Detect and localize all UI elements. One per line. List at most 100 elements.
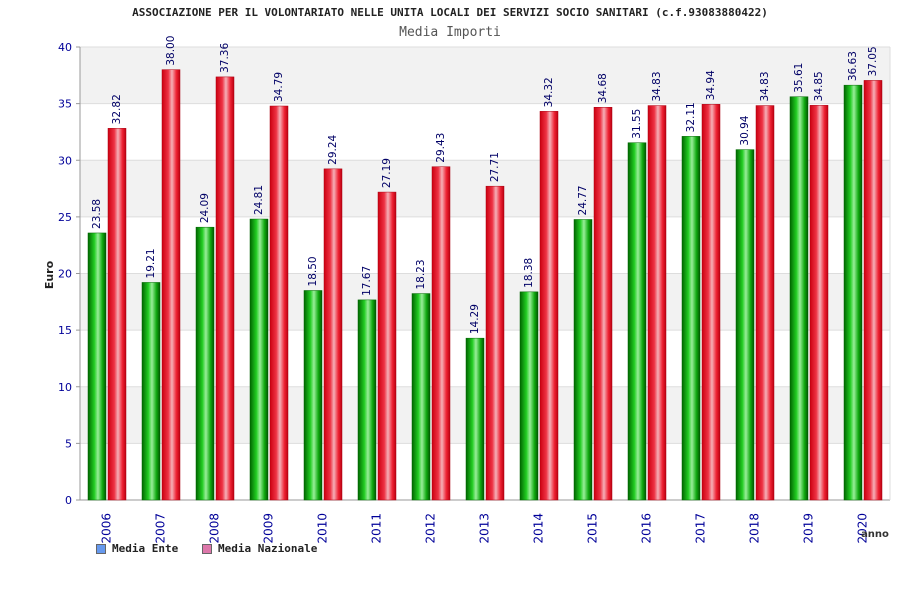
- bar-media-nazionale: [269, 105, 289, 501]
- data-label-media-ente: 24.77: [577, 185, 589, 215]
- bar-media-nazionale: [485, 185, 505, 501]
- data-label-media-ente: 24.81: [253, 185, 265, 215]
- x-tick-label: 2014: [532, 513, 546, 544]
- x-tick-label: 2016: [640, 513, 654, 544]
- x-tick-label: 2015: [586, 513, 600, 544]
- legend-swatch-media-ente: [96, 543, 106, 554]
- bar-media-nazionale: [755, 105, 775, 501]
- x-axis-label: anno: [861, 529, 889, 540]
- data-label-media-nazionale: 34.68: [597, 73, 609, 103]
- x-tick-label: 2006: [100, 513, 114, 544]
- grid-lines: [80, 46, 890, 501]
- plot-band: [80, 160, 890, 217]
- data-label-media-ente: 19.21: [145, 248, 157, 278]
- y-tick-label: 5: [65, 437, 72, 450]
- data-label-media-ente: 23.58: [91, 199, 103, 229]
- data-label-media-ente: 36.63: [847, 51, 859, 81]
- y-tick-label: 20: [58, 268, 72, 281]
- data-label-media-nazionale: 29.43: [435, 133, 447, 163]
- bar-media-ente: [789, 96, 809, 501]
- data-label-media-ente: 32.11: [685, 102, 697, 132]
- data-label-media-ente: 17.67: [361, 266, 373, 296]
- x-tick-label: 2007: [154, 513, 168, 544]
- x-tick-label: 2008: [208, 513, 222, 544]
- bar-media-ente: [195, 226, 215, 501]
- data-label-media-ente: 30.94: [739, 115, 751, 145]
- data-label-media-nazionale: 34.85: [813, 71, 825, 101]
- bar-media-nazionale: [323, 168, 343, 501]
- data-label-media-nazionale: 29.24: [327, 134, 339, 164]
- bar-media-ente: [519, 291, 539, 501]
- data-label-media-ente: 14.29: [469, 304, 481, 334]
- bar-media-nazionale: [161, 69, 181, 501]
- data-label-media-nazionale: 34.32: [543, 77, 555, 107]
- bar-media-nazionale: [863, 80, 883, 501]
- x-tick-label: 2012: [424, 513, 438, 544]
- plot-band: [80, 216, 890, 274]
- plot-band: [80, 330, 890, 387]
- plot-background: [80, 47, 890, 500]
- bar-media-nazionale: [593, 106, 613, 501]
- data-label-media-ente: 35.61: [793, 63, 805, 93]
- data-label-media-nazionale: 32.82: [111, 94, 123, 124]
- data-label-media-ente: 18.50: [307, 256, 319, 286]
- y-tick-label: 10: [58, 381, 72, 394]
- legend-label-media-nazionale: Media Nazionale: [218, 542, 318, 555]
- x-tick-label: 2019: [802, 513, 816, 544]
- y-tick-label: 40: [58, 41, 72, 54]
- bar-media-ente: [141, 282, 161, 501]
- data-labels: 23.58 32.82 19.21 38.00 24.09 37.36 24.81 34.79…: [91, 36, 879, 335]
- bar-media-nazionale: [809, 105, 829, 501]
- bar-media-nazionale: [647, 105, 667, 501]
- plot-band: [80, 103, 890, 161]
- bar-media-ente: [411, 293, 431, 501]
- legend-item-media-ente: Media Ente: [96, 542, 178, 555]
- bar-media-nazionale: [107, 128, 127, 501]
- x-tick-label: 2011: [370, 513, 384, 544]
- bar-media-nazionale: [215, 76, 235, 501]
- plot-band: [80, 386, 890, 444]
- bar-media-ente: [843, 84, 863, 501]
- bar-media-ente: [87, 232, 107, 501]
- x-tick-label: 2018: [748, 513, 762, 544]
- data-label-media-ente: 18.23: [415, 259, 427, 289]
- bar-media-ente: [303, 290, 323, 501]
- bar-media-ente: [627, 142, 647, 501]
- bar-media-nazionale: [701, 104, 721, 501]
- y-tick-label: 0: [65, 494, 72, 507]
- data-label-media-nazionale: 27.71: [489, 152, 501, 182]
- bar-media-ente: [573, 219, 593, 501]
- data-label-media-nazionale: 37.36: [219, 43, 231, 73]
- y-tick-label: 30: [58, 154, 72, 167]
- y-tick-label: 15: [58, 324, 72, 337]
- axes: 0 5 10 15 20 25 30 35 40 2006 2007 2008 2009 2010 2011…: [58, 41, 891, 544]
- bars: [87, 69, 883, 501]
- data-label-media-ente: 31.55: [631, 109, 643, 139]
- data-label-media-nazionale: 34.94: [705, 70, 717, 100]
- x-tick-label: 2010: [316, 513, 330, 544]
- data-label-media-nazionale: 34.83: [759, 71, 771, 101]
- x-tick-label: 2017: [694, 513, 708, 544]
- plot-band: [80, 273, 890, 331]
- data-label-media-nazionale: 38.00: [165, 36, 177, 66]
- legend-item-media-nazionale: Media Nazionale: [202, 542, 317, 555]
- legend-label-media-ente: Media Ente: [112, 542, 179, 555]
- bar-media-ente: [357, 299, 377, 501]
- chart-title: ASSOCIAZIONE PER IL VOLONTARIATO NELLE U…: [132, 6, 768, 19]
- chart-subtitle: Media Importi: [399, 25, 501, 40]
- bar-media-ente: [465, 337, 485, 501]
- y-tick-label: 25: [58, 211, 72, 224]
- data-label-media-ente: 24.09: [199, 193, 211, 223]
- data-label-media-ente: 18.38: [523, 258, 535, 288]
- bar-media-ente: [681, 136, 701, 501]
- plot-band: [80, 443, 890, 500]
- data-label-media-nazionale: 37.05: [867, 46, 879, 76]
- data-label-media-nazionale: 27.19: [381, 158, 393, 188]
- bar-media-ente: [735, 149, 755, 501]
- y-axis-label: Euro: [43, 260, 56, 289]
- bar-media-ente: [249, 218, 269, 501]
- x-tick-label: 2009: [262, 513, 276, 544]
- plot-band: [80, 47, 890, 104]
